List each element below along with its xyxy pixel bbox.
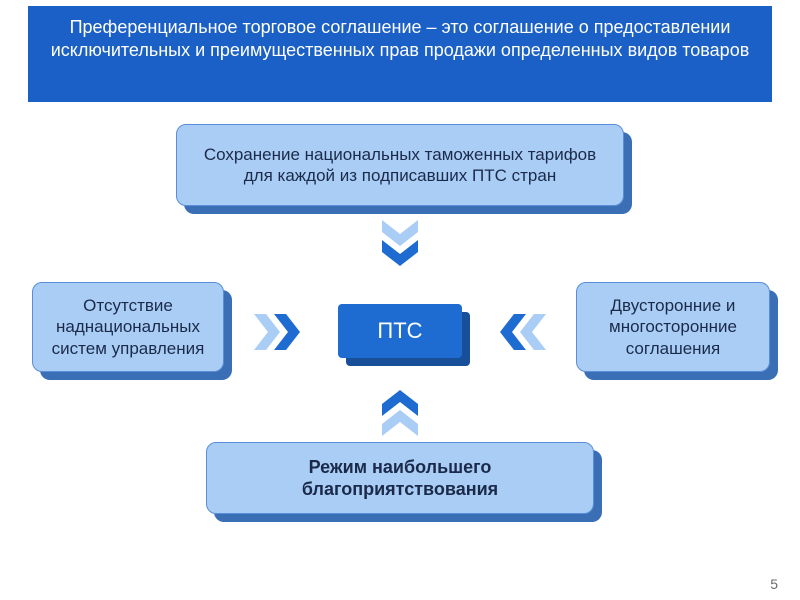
right-box: Двусторонние и многосторонние соглашения (576, 282, 770, 372)
definition-text: Преференциальное торговое соглашение – э… (51, 17, 750, 60)
bottom-box: Режим наибольшего благоприятствования (206, 442, 594, 514)
page-number: 5 (770, 576, 778, 592)
top-box-text: Сохранение национальных таможенных тариф… (189, 144, 611, 187)
center-box: ПТС (338, 304, 462, 358)
left-box-text: Отсутствие наднациональных систем управл… (45, 295, 211, 359)
top-box: Сохранение национальных таможенных тариф… (176, 124, 624, 206)
center-box-text: ПТС (377, 318, 422, 344)
arrow-up-icon (382, 388, 418, 436)
diagram-stage: Преференциальное торговое соглашение – э… (0, 0, 800, 600)
definition-header: Преференциальное торговое соглашение – э… (28, 6, 772, 102)
arrow-right-icon (254, 314, 302, 350)
left-box: Отсутствие наднациональных систем управл… (32, 282, 224, 372)
right-box-text: Двусторонние и многосторонние соглашения (589, 295, 757, 359)
arrow-left-icon (498, 314, 546, 350)
bottom-box-text: Режим наибольшего благоприятствования (219, 456, 581, 501)
arrow-down-icon (382, 220, 418, 268)
